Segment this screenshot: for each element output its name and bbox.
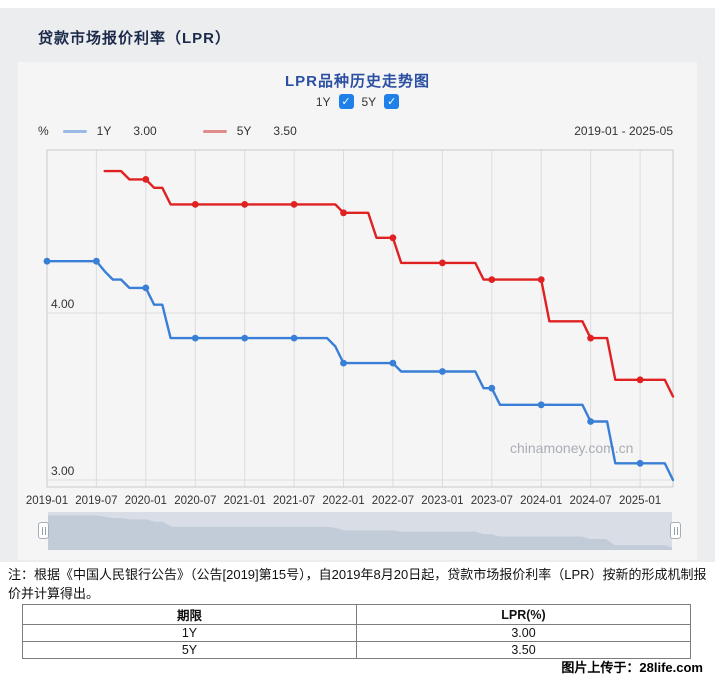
svg-text:2022-01: 2022-01 bbox=[322, 495, 364, 507]
table-header-rate: LPR(%) bbox=[356, 604, 691, 625]
svg-text:2024-01: 2024-01 bbox=[520, 495, 562, 507]
lpr-rate-table: 期限 LPR(%) 1Y 3.00 5Y 3.50 bbox=[22, 604, 691, 659]
legend-value-5y: 3.50 bbox=[273, 124, 297, 138]
svg-text:2021-01: 2021-01 bbox=[224, 495, 266, 507]
image-upload-credit: 图片上传于：28life.com bbox=[561, 660, 703, 675]
table-row: 5Y 3.50 bbox=[22, 641, 691, 659]
svg-text:2020-01: 2020-01 bbox=[125, 495, 167, 507]
chart-title: LPR品种历史走势图 bbox=[284, 73, 430, 90]
chart-panel: 4.00 3.00 2019-01 2019-07 2020-01 2020-07 2021… bbox=[18, 62, 697, 560]
svg-text:chinamoney.com.cn: chinamoney.com.cn bbox=[510, 440, 633, 456]
table-cell-rate-1y: 3.00 bbox=[356, 624, 691, 642]
table-header-row: 期限 LPR(%) bbox=[22, 604, 691, 625]
y-axis-unit-label: % bbox=[38, 124, 49, 138]
svg-text:2024-07: 2024-07 bbox=[569, 495, 611, 507]
date-range-label: 2019-01 - 2025-05 bbox=[574, 124, 673, 138]
checkbox-1y[interactable]: ✓ bbox=[338, 94, 354, 109]
footnote-text: 注：根据《中国人民银行公告》（公告[2019]第15号），自2019年8月20日… bbox=[8, 567, 707, 601]
table-header-term: 期限 bbox=[22, 604, 357, 625]
legend-swatch-5y[interactable] bbox=[202, 129, 227, 133]
lpr-trend-chart: 4.00 3.00 2019-01 2019-07 2020-01 2020-07 2021… bbox=[26, 149, 675, 550]
page-title: 贷款市场报价利率（LPR） bbox=[38, 30, 232, 47]
svg-text:2025-01: 2025-01 bbox=[619, 495, 661, 507]
checkbox-label-1y: 1Y bbox=[315, 94, 331, 109]
svg-text:2020-07: 2020-07 bbox=[174, 495, 216, 507]
slider-right-handle-icon[interactable] bbox=[670, 522, 681, 539]
slider-left-handle-icon[interactable] bbox=[38, 522, 49, 539]
svg-text:2021-07: 2021-07 bbox=[273, 495, 315, 507]
svg-text:2022-07: 2022-07 bbox=[372, 495, 414, 507]
table-cell-rate-5y: 3.50 bbox=[356, 641, 691, 659]
series-toggle-row: 1Y ✓ 5Y ✓ bbox=[18, 94, 697, 109]
table-cell-term-1y: 1Y bbox=[22, 624, 357, 642]
legend-row: % 1Y 3.00 5Y 3.50 2019-01 - 2025-05 bbox=[38, 124, 697, 138]
svg-text:4.00: 4.00 bbox=[51, 297, 75, 311]
table-row: 1Y 3.00 bbox=[22, 624, 691, 642]
svg-text:2019-01: 2019-01 bbox=[26, 495, 68, 507]
legend-label-1y[interactable]: 1Y bbox=[96, 124, 112, 138]
svg-text:2023-07: 2023-07 bbox=[471, 495, 513, 507]
table-cell-term-5y: 5Y bbox=[22, 641, 357, 659]
date-range-slider[interactable] bbox=[48, 512, 672, 550]
legend-value-1y: 3.00 bbox=[133, 124, 157, 138]
svg-text:3.00: 3.00 bbox=[51, 464, 75, 478]
checkbox-5y[interactable]: ✓ bbox=[384, 94, 400, 109]
legend-swatch-1y[interactable] bbox=[62, 129, 87, 133]
svg-text:2023-01: 2023-01 bbox=[421, 495, 463, 507]
checkbox-label-5y: 5Y bbox=[361, 94, 377, 109]
svg-text:2019-07: 2019-07 bbox=[75, 495, 117, 507]
legend-label-5y[interactable]: 5Y bbox=[236, 124, 252, 138]
